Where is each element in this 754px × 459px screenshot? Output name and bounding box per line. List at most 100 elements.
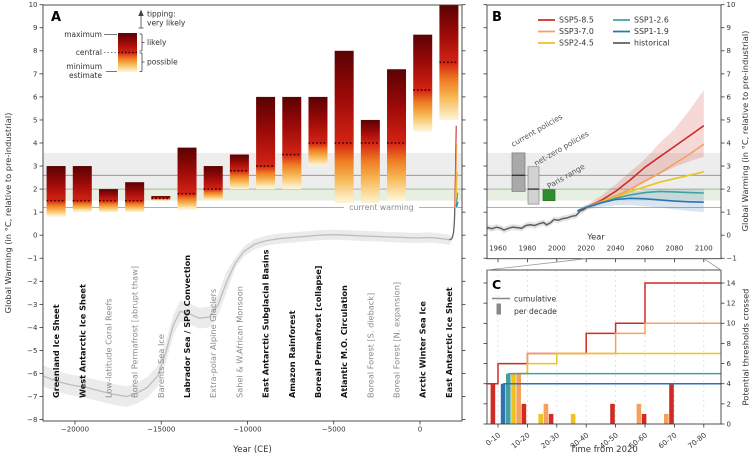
per-decade-bar-ssp2-4.5 <box>570 413 576 424</box>
tipping-bar <box>177 147 197 210</box>
tipping-element-label: East Antarctic Ice Sheet <box>444 287 454 398</box>
per-decade-bar-ssp1-1.9 <box>500 383 506 424</box>
panel-label-a: A <box>51 10 61 25</box>
y-tick-label: 12 <box>727 300 736 308</box>
y-tick-label: 8 <box>727 47 731 55</box>
panel-a: current warming Greenland Ice Sheet West A… <box>3 1 466 455</box>
legend-entry-label: SSP5-8.5 <box>559 16 594 25</box>
x-tick-label: 2060 <box>636 245 654 253</box>
per-decade-legend-swatch <box>496 303 501 315</box>
legend-central-label: central <box>76 48 102 57</box>
tipping-element-label: Boreal Permafrost [abrupt thaw] <box>130 266 140 398</box>
tipping-element-label: Atlantic M.O. Circulation <box>339 285 349 398</box>
legend-entry-label: SSP2-4.5 <box>559 39 594 48</box>
tipping-element-label: Boreal Permafrost [collapse] <box>313 265 323 398</box>
y-tick-label: 10 <box>29 1 38 9</box>
legend-tipping-label: tipping: <box>147 10 176 19</box>
legend-entry-label: SSP3-7.0 <box>559 27 594 36</box>
legend-cumulative-label: cumulative <box>514 295 557 304</box>
x-axis-label: Year (CE) <box>232 445 272 455</box>
ssp3-7.0-mini-projection <box>454 144 458 208</box>
y-tick-label: −6 <box>27 370 38 378</box>
legend-minimum-label-2: estimate <box>69 71 102 80</box>
y-tick-label: 0 <box>33 232 37 240</box>
y-axis-label: Global Warming (in °C, relative to pre-i… <box>3 113 13 314</box>
per-decade-bar-ssp5-8.5 <box>521 403 527 424</box>
y-tick-label: 6 <box>727 93 732 101</box>
legend-gradient-swatch <box>118 33 137 72</box>
x-tick-label: 2000 <box>548 245 566 253</box>
y-tick-label: 4 <box>727 139 732 147</box>
x-tick-label: 20-30 <box>539 430 561 450</box>
per-decade-bar-ssp5-8.5 <box>610 403 615 424</box>
x-axis-label: Year <box>586 232 605 242</box>
tipping-bar <box>125 182 145 213</box>
y-tick-label: −7 <box>27 393 37 401</box>
per-decade-bar-ssp5-8.5 <box>641 413 647 424</box>
y-tick-label: 3 <box>33 162 37 170</box>
y-tick-label: 4 <box>727 380 732 388</box>
per-decade-bar-ssp3-7.0 <box>636 403 642 424</box>
y-tick-label: −5 <box>27 347 37 355</box>
x-tick-label: −15000 <box>147 426 175 434</box>
x-tick-label: −20000 <box>61 426 89 434</box>
x-tick-label: 1960 <box>489 245 507 253</box>
ssp1-2.6-cumulative-line <box>508 372 721 424</box>
x-axis-label: Time from 2020 <box>569 445 638 455</box>
legend-maximum-label: maximum <box>64 30 102 39</box>
y-tick-label: 0 <box>727 232 731 240</box>
y-tick-label: 8 <box>727 340 731 348</box>
y-tick-label: 9 <box>33 24 37 32</box>
legend-minimum-label: minimum <box>66 62 102 71</box>
y-tick-label: 0 <box>727 420 731 428</box>
y-tick-label: −4 <box>27 324 38 332</box>
current-policies-box <box>511 152 526 192</box>
tipping-bar <box>256 96 276 190</box>
y-tick-label: −1 <box>727 255 737 263</box>
y-tick-label: 10 <box>727 1 736 9</box>
ssp1-1.9-band <box>577 189 704 213</box>
ssp5-8.5-band <box>577 90 704 213</box>
x-tick-label: 2040 <box>607 245 625 253</box>
y-tick-label: 2 <box>727 400 731 408</box>
x-tick-label: 10-20 <box>510 430 532 450</box>
zoom-connector-left <box>486 258 587 271</box>
tipping-bar <box>46 166 66 217</box>
y-tick-label: 7 <box>33 70 37 78</box>
per-decade-bar-ssp5-8.5 <box>548 413 554 424</box>
tipping-element-label: Labrador Sea / SPG Convection <box>182 255 192 398</box>
zoom-connector-right <box>703 258 722 271</box>
tipping-bar <box>98 189 118 213</box>
y-tick-label: 4 <box>33 139 38 147</box>
y-tick-label: −1 <box>27 255 37 263</box>
tipping-arrow-icon <box>138 9 144 16</box>
legend-tipping-label-2: very likely <box>147 19 186 28</box>
x-tick-label: −10000 <box>233 426 261 434</box>
per-decade-bar-ssp3-7.0 <box>664 413 669 424</box>
per-decade-bar-ssp3-7.0 <box>543 403 549 424</box>
legend-possible-label: possible <box>147 58 178 67</box>
y-tick-label: 7 <box>727 70 731 78</box>
tipping-bar <box>413 34 433 132</box>
x-tick-label: 70-80 <box>686 430 708 450</box>
x-tick-label: −5000 <box>322 426 346 434</box>
per-decade-bar-ssp5-8.5 <box>669 383 674 424</box>
per-decade-bar-ssp5-8.5 <box>490 383 496 424</box>
tipping-element-label: Arctic Winter Sea Ice <box>418 301 428 398</box>
y-tick-label: 6 <box>727 360 732 368</box>
x-tick-label: 2100 <box>695 245 713 253</box>
tipping-bar <box>282 96 302 190</box>
tipping-bar <box>387 69 407 201</box>
y-tick-label: 1 <box>727 209 731 217</box>
paris-range-box <box>542 189 556 201</box>
legend-likely-label: likely <box>147 38 167 47</box>
current-warming-label: current warming <box>349 203 414 212</box>
y-axis-label-right: Global Warming (in °C, relative to pre-i… <box>740 31 750 232</box>
tipping-element-label: Amazon Rainforest <box>287 310 297 398</box>
paris-range-band <box>43 189 462 201</box>
tipping-element-label: East Antarctic Subglacial Basins <box>261 249 271 398</box>
